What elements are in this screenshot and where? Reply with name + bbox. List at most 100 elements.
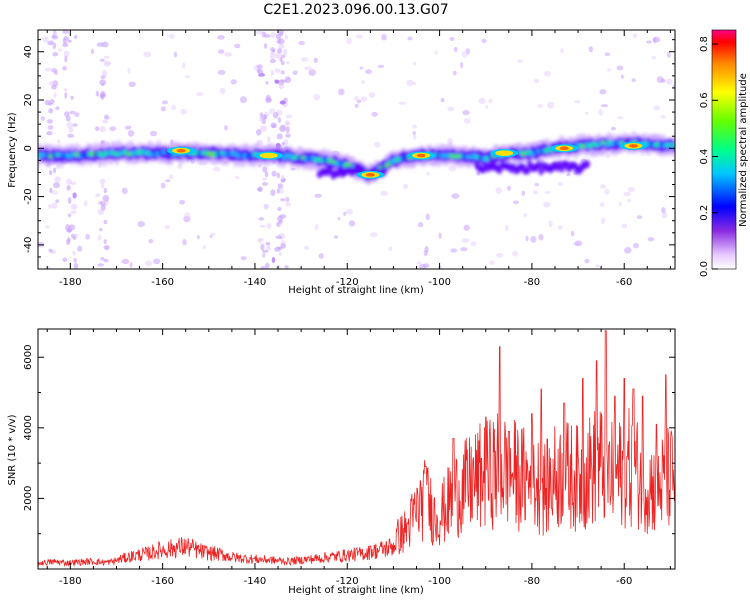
y-tick-label: 2000 xyxy=(23,486,34,511)
noise-speckle xyxy=(413,61,417,66)
noise-speckle xyxy=(504,224,509,231)
x-tick-label: -160 xyxy=(151,576,174,587)
noise-stripe xyxy=(53,92,57,99)
noise-speckle xyxy=(574,99,581,104)
trace-bright xyxy=(38,152,44,158)
noise-speckle xyxy=(598,108,603,116)
noise-speckle xyxy=(544,190,551,195)
noise-speckle xyxy=(356,99,362,104)
noise-stripe xyxy=(285,121,290,126)
noise-stripe xyxy=(55,106,60,110)
noise-speckle xyxy=(594,264,602,268)
noise-speckle xyxy=(534,182,540,187)
noise-stripe xyxy=(99,126,106,133)
noise-stripe xyxy=(286,60,290,65)
noise-stripe xyxy=(276,172,280,179)
noise-speckle xyxy=(85,233,90,240)
snr-ylabel: SNR (10 * v/v) xyxy=(7,414,18,485)
noise-stripe xyxy=(278,219,283,224)
noise-stripe xyxy=(101,41,109,48)
noise-stripe xyxy=(64,55,68,63)
noise-stripe xyxy=(67,133,75,138)
noise-speckle xyxy=(359,66,364,70)
noise-stripe xyxy=(258,238,265,242)
hotspot xyxy=(167,146,196,155)
noise-stripe xyxy=(101,83,105,87)
noise-speckle xyxy=(627,186,635,193)
noise-speckle xyxy=(298,40,306,46)
noise-speckle xyxy=(333,235,339,239)
noise-stripe xyxy=(280,60,285,66)
noise-speckle xyxy=(423,250,428,257)
noise-speckle xyxy=(121,258,130,265)
noise-speckle xyxy=(171,104,176,111)
noise-stripe xyxy=(102,194,110,202)
noise-stripe xyxy=(103,219,108,225)
noise-stripe xyxy=(285,133,291,138)
noise-stripe xyxy=(97,209,104,215)
noise-stripe xyxy=(102,119,109,124)
noise-speckle xyxy=(234,43,241,49)
noise-stripe xyxy=(67,39,72,43)
noise-speckle xyxy=(599,202,605,207)
noise-speckle xyxy=(380,191,388,196)
noise-stripe xyxy=(66,238,71,246)
noise-speckle xyxy=(196,235,200,240)
noise-speckle xyxy=(447,106,455,112)
noise-speckle xyxy=(651,56,656,60)
noise-speckle xyxy=(570,230,575,237)
noise-speckle xyxy=(388,246,393,252)
secondary-band xyxy=(535,160,542,169)
noise-stripe xyxy=(277,207,282,212)
hotspot xyxy=(356,170,385,179)
noise-speckle xyxy=(50,190,59,195)
noise-speckle xyxy=(485,104,489,109)
noise-speckle xyxy=(57,48,63,52)
noise-stripe xyxy=(259,224,266,228)
noise-speckle xyxy=(661,211,668,219)
noise-stripe xyxy=(99,227,103,232)
noise-speckle xyxy=(451,193,460,200)
noise-speckle xyxy=(149,130,158,137)
noise-speckle xyxy=(666,52,671,58)
noise-stripe xyxy=(46,130,53,136)
noise-stripe xyxy=(44,67,52,72)
noise-stripe xyxy=(270,32,276,39)
noise-stripe xyxy=(285,202,291,207)
noise-stripe xyxy=(279,214,287,219)
noise-speckle xyxy=(627,199,632,203)
spectrogram-xlabel: Height of straight line (km) xyxy=(288,285,424,296)
colorbar-label: Normalized spectral amplitude xyxy=(738,73,749,227)
noise-stripe xyxy=(96,42,104,47)
hotspot-core xyxy=(499,151,509,155)
noise-speckle xyxy=(507,185,511,191)
noise-stripe xyxy=(62,257,68,263)
noise-speckle xyxy=(262,252,266,258)
noise-stripe xyxy=(103,60,111,67)
noise-stripe xyxy=(277,48,283,54)
noise-stripe xyxy=(270,122,277,129)
noise-speckle xyxy=(412,124,417,129)
x-tick-label: -60 xyxy=(616,277,632,288)
noise-speckle xyxy=(165,179,171,183)
noise-speckle xyxy=(632,33,638,39)
noise-speckle xyxy=(461,50,468,58)
noise-stripe xyxy=(48,248,53,253)
noise-speckle xyxy=(537,104,543,109)
x-tick-label: -80 xyxy=(524,277,540,288)
noise-stripe xyxy=(53,182,61,189)
noise-stripe xyxy=(100,204,106,212)
noise-stripe xyxy=(280,79,287,83)
noise-speckle xyxy=(496,253,504,258)
noise-stripe xyxy=(47,40,54,46)
noise-stripe xyxy=(282,48,288,56)
noise-speckle xyxy=(143,51,152,58)
noise-speckle xyxy=(610,126,616,131)
noise-stripe xyxy=(49,98,55,105)
noise-speckle xyxy=(63,50,70,58)
noise-speckle xyxy=(318,253,324,259)
noise-speckle xyxy=(525,235,529,242)
noise-speckle xyxy=(425,213,430,221)
noise-speckle xyxy=(599,89,607,95)
noise-stripe xyxy=(270,69,274,76)
